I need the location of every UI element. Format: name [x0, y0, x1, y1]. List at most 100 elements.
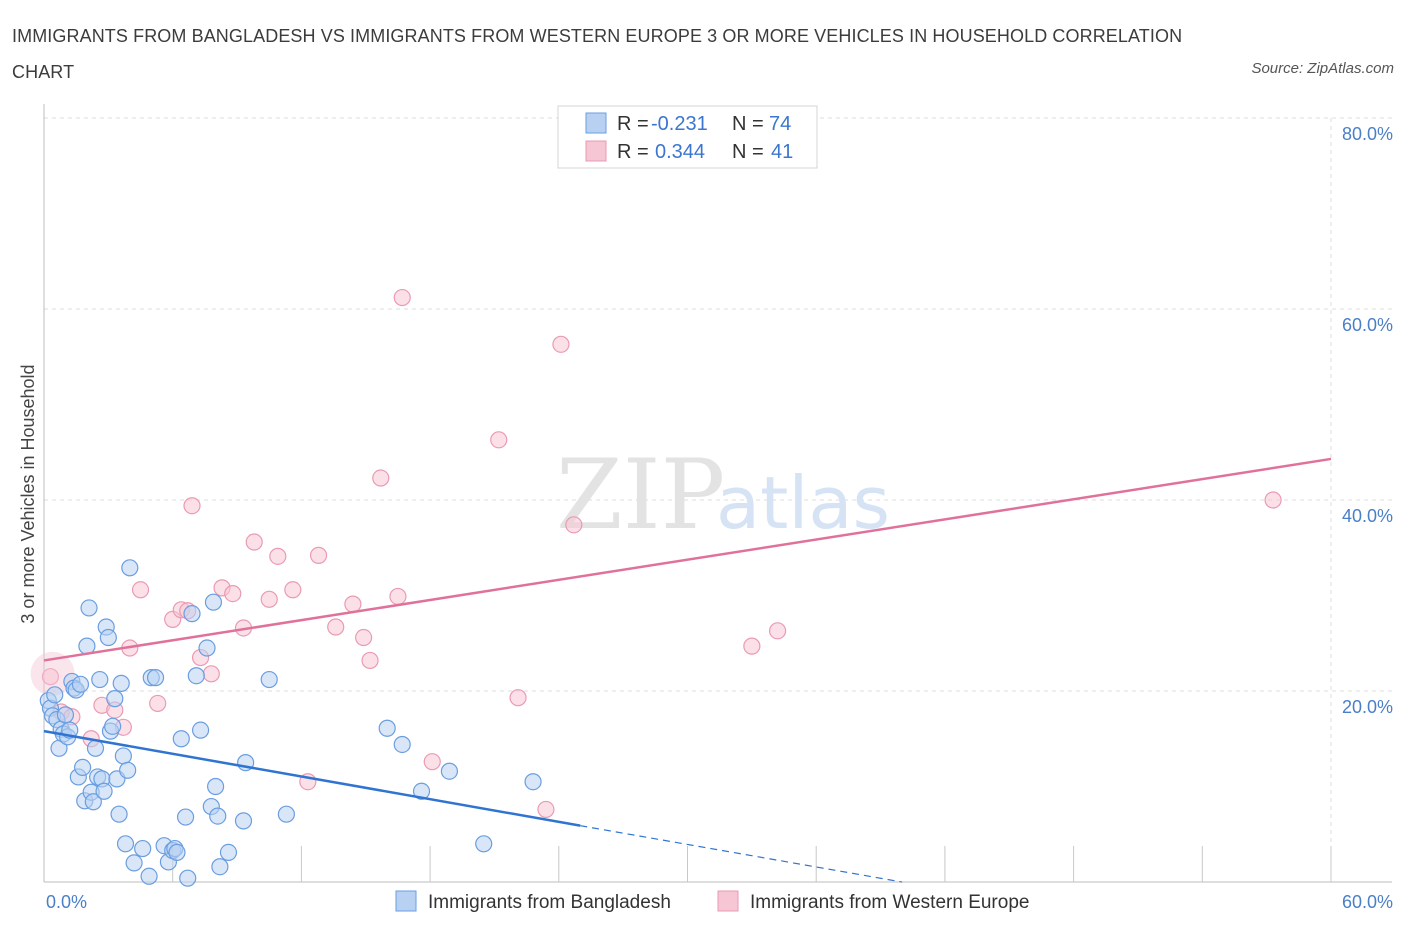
bottom-legend-label-western-europe: Immigrants from Western Europe: [750, 892, 1029, 913]
bangladesh-point: [176, 808, 195, 826]
western-europe-point: [149, 694, 167, 713]
legend-n-label-1: N =: [732, 113, 764, 135]
watermark-atlas-text: atlas: [716, 461, 890, 545]
legend-r-label-2: R =: [617, 141, 649, 163]
bangladesh-point: [198, 639, 216, 657]
western-europe-point: [509, 689, 527, 707]
bangladesh-point: [106, 690, 124, 708]
bangladesh-point: [125, 854, 143, 872]
western-europe-point: [224, 584, 242, 603]
bottom-legend-label-bangladesh: Immigrants from Bangladesh: [428, 892, 671, 913]
bangladesh-points: [39, 559, 542, 887]
western-europe-point: [269, 547, 287, 565]
bangladesh-point: [183, 605, 201, 623]
western-europe-point: [423, 753, 441, 771]
western-europe-point: [393, 288, 411, 307]
watermark: ZIP atlas: [556, 439, 890, 551]
bangladesh-point: [412, 782, 431, 800]
legend-swatch-western-europe: [585, 140, 607, 162]
western-europe-point: [372, 469, 390, 487]
western-europe-trend-line: [43, 457, 1332, 662]
bangladesh-point: [168, 843, 186, 861]
bangladesh-point: [277, 805, 295, 823]
western-europe-point: [284, 581, 302, 599]
legend-r-value-1: -0.231: [651, 113, 708, 135]
bangladesh-point: [378, 719, 396, 737]
bangladesh-point: [209, 807, 227, 825]
western-europe-point: [327, 618, 345, 636]
western-europe-points: [30, 288, 1282, 819]
bangladesh-point: [187, 667, 205, 685]
bangladesh-point: [121, 559, 139, 577]
bottom-legend-swatch-bangladesh: [395, 890, 417, 912]
western-europe-point: [743, 637, 761, 655]
bangladesh-point: [95, 782, 113, 800]
bangladesh-point: [207, 777, 225, 796]
western-europe-point-large: [30, 651, 75, 696]
bangladesh-point: [524, 773, 542, 791]
bangladesh-point: [172, 730, 190, 748]
bangladesh-trend-line: [43, 729, 581, 827]
legend-r-value-2: 0.344: [655, 141, 705, 163]
axes: [43, 104, 1392, 883]
legend-n-label-2: N =: [732, 141, 764, 163]
western-europe-point: [355, 628, 373, 647]
bangladesh-point: [46, 686, 64, 704]
y-tick-label: 60.0%: [1342, 315, 1393, 335]
bangladesh-point: [56, 706, 75, 724]
western-europe-point: [41, 668, 60, 686]
bangladesh-point: [80, 599, 98, 617]
bangladesh-point: [260, 670, 278, 689]
bangladesh-point: [116, 835, 135, 853]
western-europe-point: [361, 651, 379, 670]
bangladesh-point: [112, 674, 130, 692]
western-europe-point: [490, 431, 508, 449]
bangladesh-point: [110, 805, 128, 823]
legend-swatch-bangladesh: [585, 112, 607, 134]
y-axis-label: 3 or more Vehicles in Household: [18, 364, 38, 623]
western-europe-point: [309, 546, 328, 564]
bangladesh-point: [91, 670, 109, 689]
bangladesh-point: [393, 735, 411, 754]
y-tick-label: 20.0%: [1342, 697, 1393, 717]
x-tick-labels: 0.0% 60.0%: [46, 892, 1393, 912]
bangladesh-point: [119, 761, 137, 779]
western-europe-point: [537, 800, 555, 819]
bottom-legend-swatch-western-europe: [717, 890, 739, 912]
bangladesh-point: [140, 867, 158, 885]
bangladesh-point: [234, 812, 253, 830]
western-europe-point: [183, 497, 201, 515]
bangladesh-point: [114, 747, 132, 765]
bangladesh-point: [475, 835, 493, 853]
series-legend: Immigrants from Bangladesh Immigrants fr…: [395, 890, 1029, 913]
correlation-legend: R = -0.231 N = 74 R = 0.344 N = 41: [557, 105, 818, 169]
bangladesh-point: [71, 675, 90, 693]
source-credit: Source: ZipAtlas.com: [1251, 60, 1394, 77]
bangladesh-trend-extension: [580, 825, 903, 883]
x-tick-label: 60.0%: [1342, 892, 1393, 912]
bangladesh-point: [204, 593, 223, 611]
western-europe-point: [1264, 491, 1282, 509]
bangladesh-point: [99, 628, 117, 647]
y-tick-label: 80.0%: [1342, 124, 1393, 144]
western-europe-point: [344, 595, 362, 613]
western-europe-point: [131, 581, 150, 599]
bangladesh-point: [191, 721, 210, 739]
western-europe-point: [389, 587, 407, 606]
legend-r-label-1: R =: [617, 113, 649, 135]
western-europe-point: [768, 622, 787, 640]
western-europe-point: [552, 335, 570, 353]
y-tick-label: 40.0%: [1342, 506, 1393, 526]
bangladesh-point: [440, 762, 459, 780]
y-tick-labels: 20.0% 40.0% 60.0% 80.0%: [1342, 124, 1393, 717]
watermark-zip-text: ZIP: [556, 439, 725, 551]
bangladesh-point: [84, 793, 102, 811]
bangladesh-point: [211, 858, 229, 876]
western-europe-point: [565, 516, 583, 534]
bangladesh-point: [104, 717, 122, 735]
x-tick-label: 0.0%: [46, 892, 87, 912]
legend-n-value-2: 41: [771, 141, 793, 163]
bangladesh-point: [179, 869, 197, 887]
bangladesh-point: [146, 669, 165, 687]
